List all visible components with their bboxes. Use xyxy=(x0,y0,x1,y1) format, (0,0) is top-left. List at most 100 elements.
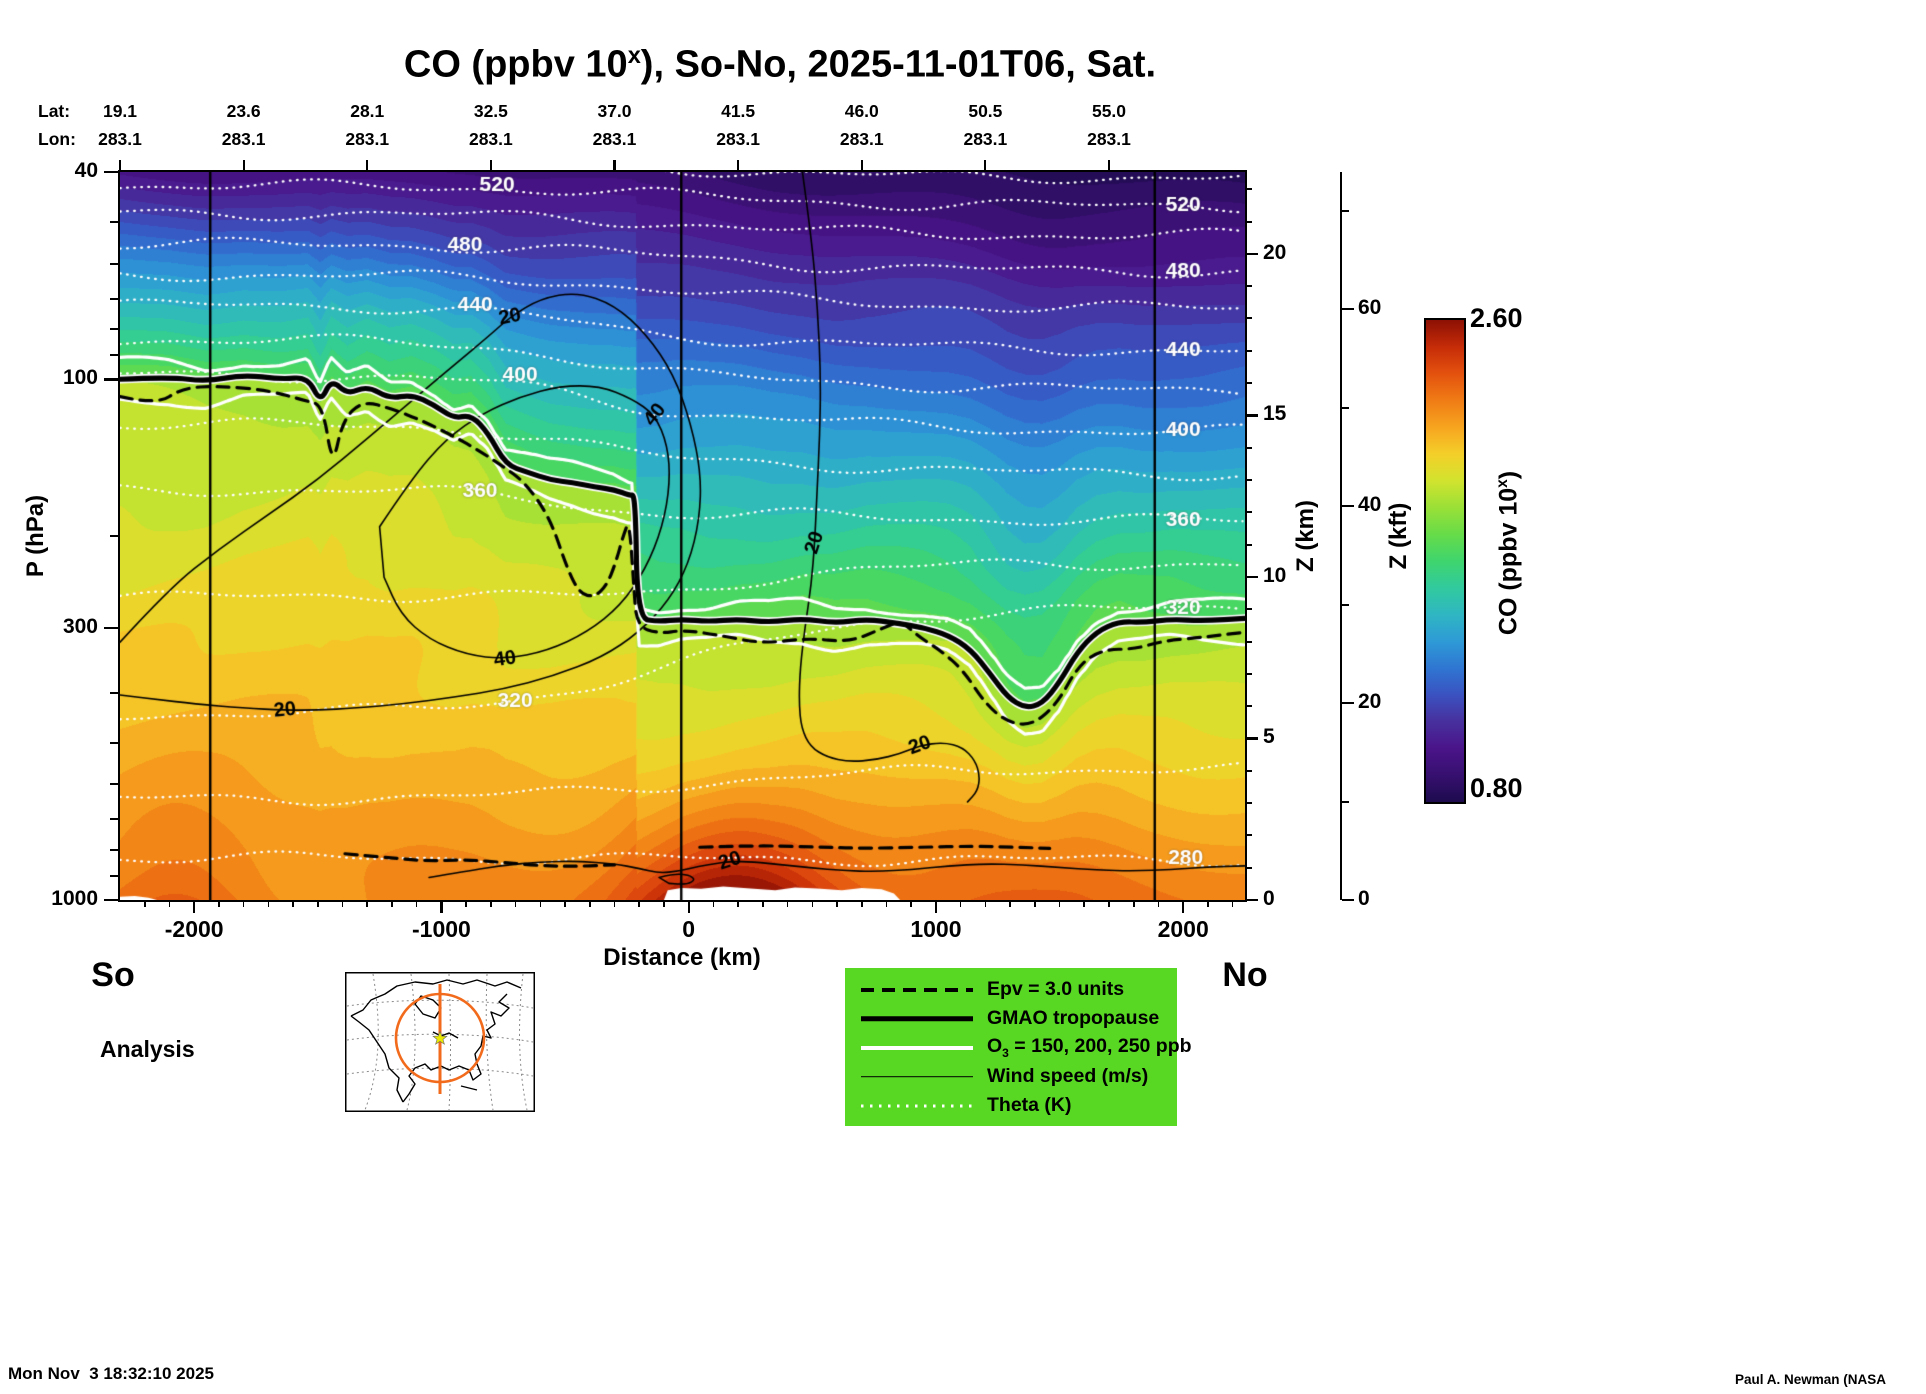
z-km-tick-label: 20 xyxy=(1263,240,1287,264)
lon-value: 283.1 xyxy=(963,129,1008,149)
legend-label: Wind speed (m/s) xyxy=(987,1065,1149,1087)
pressure-tick xyxy=(104,626,120,629)
pressure-minor-tick xyxy=(110,262,120,265)
z-kft-minor-tick xyxy=(1342,603,1349,606)
pressure-minor-tick xyxy=(110,875,120,878)
legend-row: Theta (K) xyxy=(845,1091,1177,1120)
distance-minor-tick xyxy=(663,900,665,907)
pressure-minor-tick xyxy=(110,297,120,300)
pressure-minor-tick xyxy=(110,742,120,745)
z-km-minor-tick xyxy=(1245,285,1252,288)
top-tick xyxy=(118,160,122,172)
top-tick xyxy=(489,160,492,172)
z-km-minor-tick xyxy=(1245,834,1252,837)
z-km-minor-tick xyxy=(1245,543,1252,546)
distance-minor-tick xyxy=(1108,900,1110,907)
legend-label: Epv = 3.0 units xyxy=(987,978,1125,1000)
distance-tick-label: 1000 xyxy=(910,916,962,942)
legend-sample-wind-thin xyxy=(861,1067,973,1087)
distance-minor-tick xyxy=(168,900,171,907)
distance-minor-tick xyxy=(1083,900,1086,907)
z-km-tick-label: 10 xyxy=(1263,563,1287,587)
lat-value: 23.6 xyxy=(226,101,261,121)
lat-value: 19.1 xyxy=(102,101,138,121)
distance-minor-tick xyxy=(292,900,294,907)
pressure-tick-label: 1000 xyxy=(51,887,98,910)
z-km-axis-label: Z (km) xyxy=(1292,500,1319,572)
distance-tick-label: 2000 xyxy=(1157,916,1209,942)
pressure-minor-tick xyxy=(110,327,120,330)
distance-minor-tick xyxy=(1157,900,1160,907)
distance-minor-tick xyxy=(762,900,764,907)
distance-minor-tick xyxy=(391,900,393,907)
distance-minor-tick xyxy=(465,900,467,907)
distance-minor-tick xyxy=(1231,900,1234,907)
z-km-minor-tick xyxy=(1245,382,1252,385)
credit-text: Paul A. Newman (NASA xyxy=(1735,1372,1887,1387)
z-km-tick-label: 15 xyxy=(1263,402,1287,426)
z-km-minor-tick xyxy=(1245,802,1252,805)
analysis-label: Analysis xyxy=(100,1036,195,1062)
z-kft-tick xyxy=(1342,898,1354,902)
top-tick xyxy=(366,160,369,172)
distance-tick-label: -2000 xyxy=(164,916,224,942)
lon-row-label: Lon: xyxy=(38,129,76,149)
distance-minor-tick xyxy=(539,900,542,907)
distance-minor-tick xyxy=(143,900,146,907)
distance-tick xyxy=(1182,900,1185,913)
pressure-minor-tick xyxy=(110,691,120,694)
plot-area xyxy=(120,172,1245,900)
figure-title: CO (ppbv 10x), So-No, 2025-11-01T06, Sat… xyxy=(403,42,1157,86)
z-km-minor-tick xyxy=(1245,866,1252,869)
colorbar-min-label: 0.80 xyxy=(1470,773,1523,803)
z-kft-tick xyxy=(1342,701,1354,705)
top-tick xyxy=(860,160,863,172)
pressure-tick xyxy=(104,898,120,902)
pressure-tick-label: 40 xyxy=(74,159,98,182)
distance-minor-tick xyxy=(242,900,245,907)
distance-tick xyxy=(687,900,690,913)
top-tick xyxy=(737,160,740,172)
distance-minor-tick xyxy=(910,900,912,907)
distance-minor-tick xyxy=(1207,900,1209,907)
lon-value: 283.1 xyxy=(221,129,266,149)
lat-value: 50.5 xyxy=(968,101,1003,121)
lat-value: 41.5 xyxy=(721,101,756,121)
lat-value: 37.0 xyxy=(597,101,632,121)
legend-label: O3 = 150, 200, 250 ppb xyxy=(987,1035,1192,1060)
distance-minor-tick xyxy=(317,900,319,907)
z-kft-minor-tick xyxy=(1342,800,1349,803)
z-kft-minor-tick xyxy=(1342,209,1349,212)
distance-minor-tick xyxy=(514,900,517,907)
distance-minor-tick xyxy=(1058,900,1061,907)
distance-tick-label: 0 xyxy=(682,916,696,942)
z-km-minor-tick xyxy=(1245,608,1252,611)
lon-value: 283.1 xyxy=(345,129,390,149)
distance-minor-tick xyxy=(1009,900,1011,907)
top-tick xyxy=(984,160,987,172)
distance-minor-tick xyxy=(811,900,814,907)
distance-tick xyxy=(440,900,443,913)
lat-row-label: Lat: xyxy=(38,101,71,121)
south-end-label: So xyxy=(91,956,135,994)
z-km-minor-tick xyxy=(1245,640,1252,643)
z-km-tick xyxy=(1245,252,1258,256)
z-km-tick-label: 0 xyxy=(1263,887,1275,910)
colorbar-title: CO (ppbv 10x) xyxy=(1494,470,1523,636)
distance-minor-tick xyxy=(1132,900,1135,907)
distance-minor-tick xyxy=(490,900,492,907)
distance-minor-tick xyxy=(638,900,641,907)
distance-minor-tick xyxy=(267,900,270,907)
z-km-minor-tick xyxy=(1245,769,1252,772)
lat-value: 28.1 xyxy=(350,101,385,121)
distance-minor-tick xyxy=(218,900,220,907)
z-km-tick xyxy=(1245,414,1258,417)
distance-tick xyxy=(193,900,196,913)
distance-minor-tick xyxy=(366,900,369,907)
pressure-minor-tick xyxy=(110,354,120,357)
z-km-minor-tick xyxy=(1245,511,1252,514)
z-km-minor-tick xyxy=(1245,317,1252,320)
pressure-minor-tick xyxy=(110,221,120,224)
legend-sample-o3-white xyxy=(861,1038,973,1058)
z-km-minor-tick xyxy=(1245,188,1252,191)
